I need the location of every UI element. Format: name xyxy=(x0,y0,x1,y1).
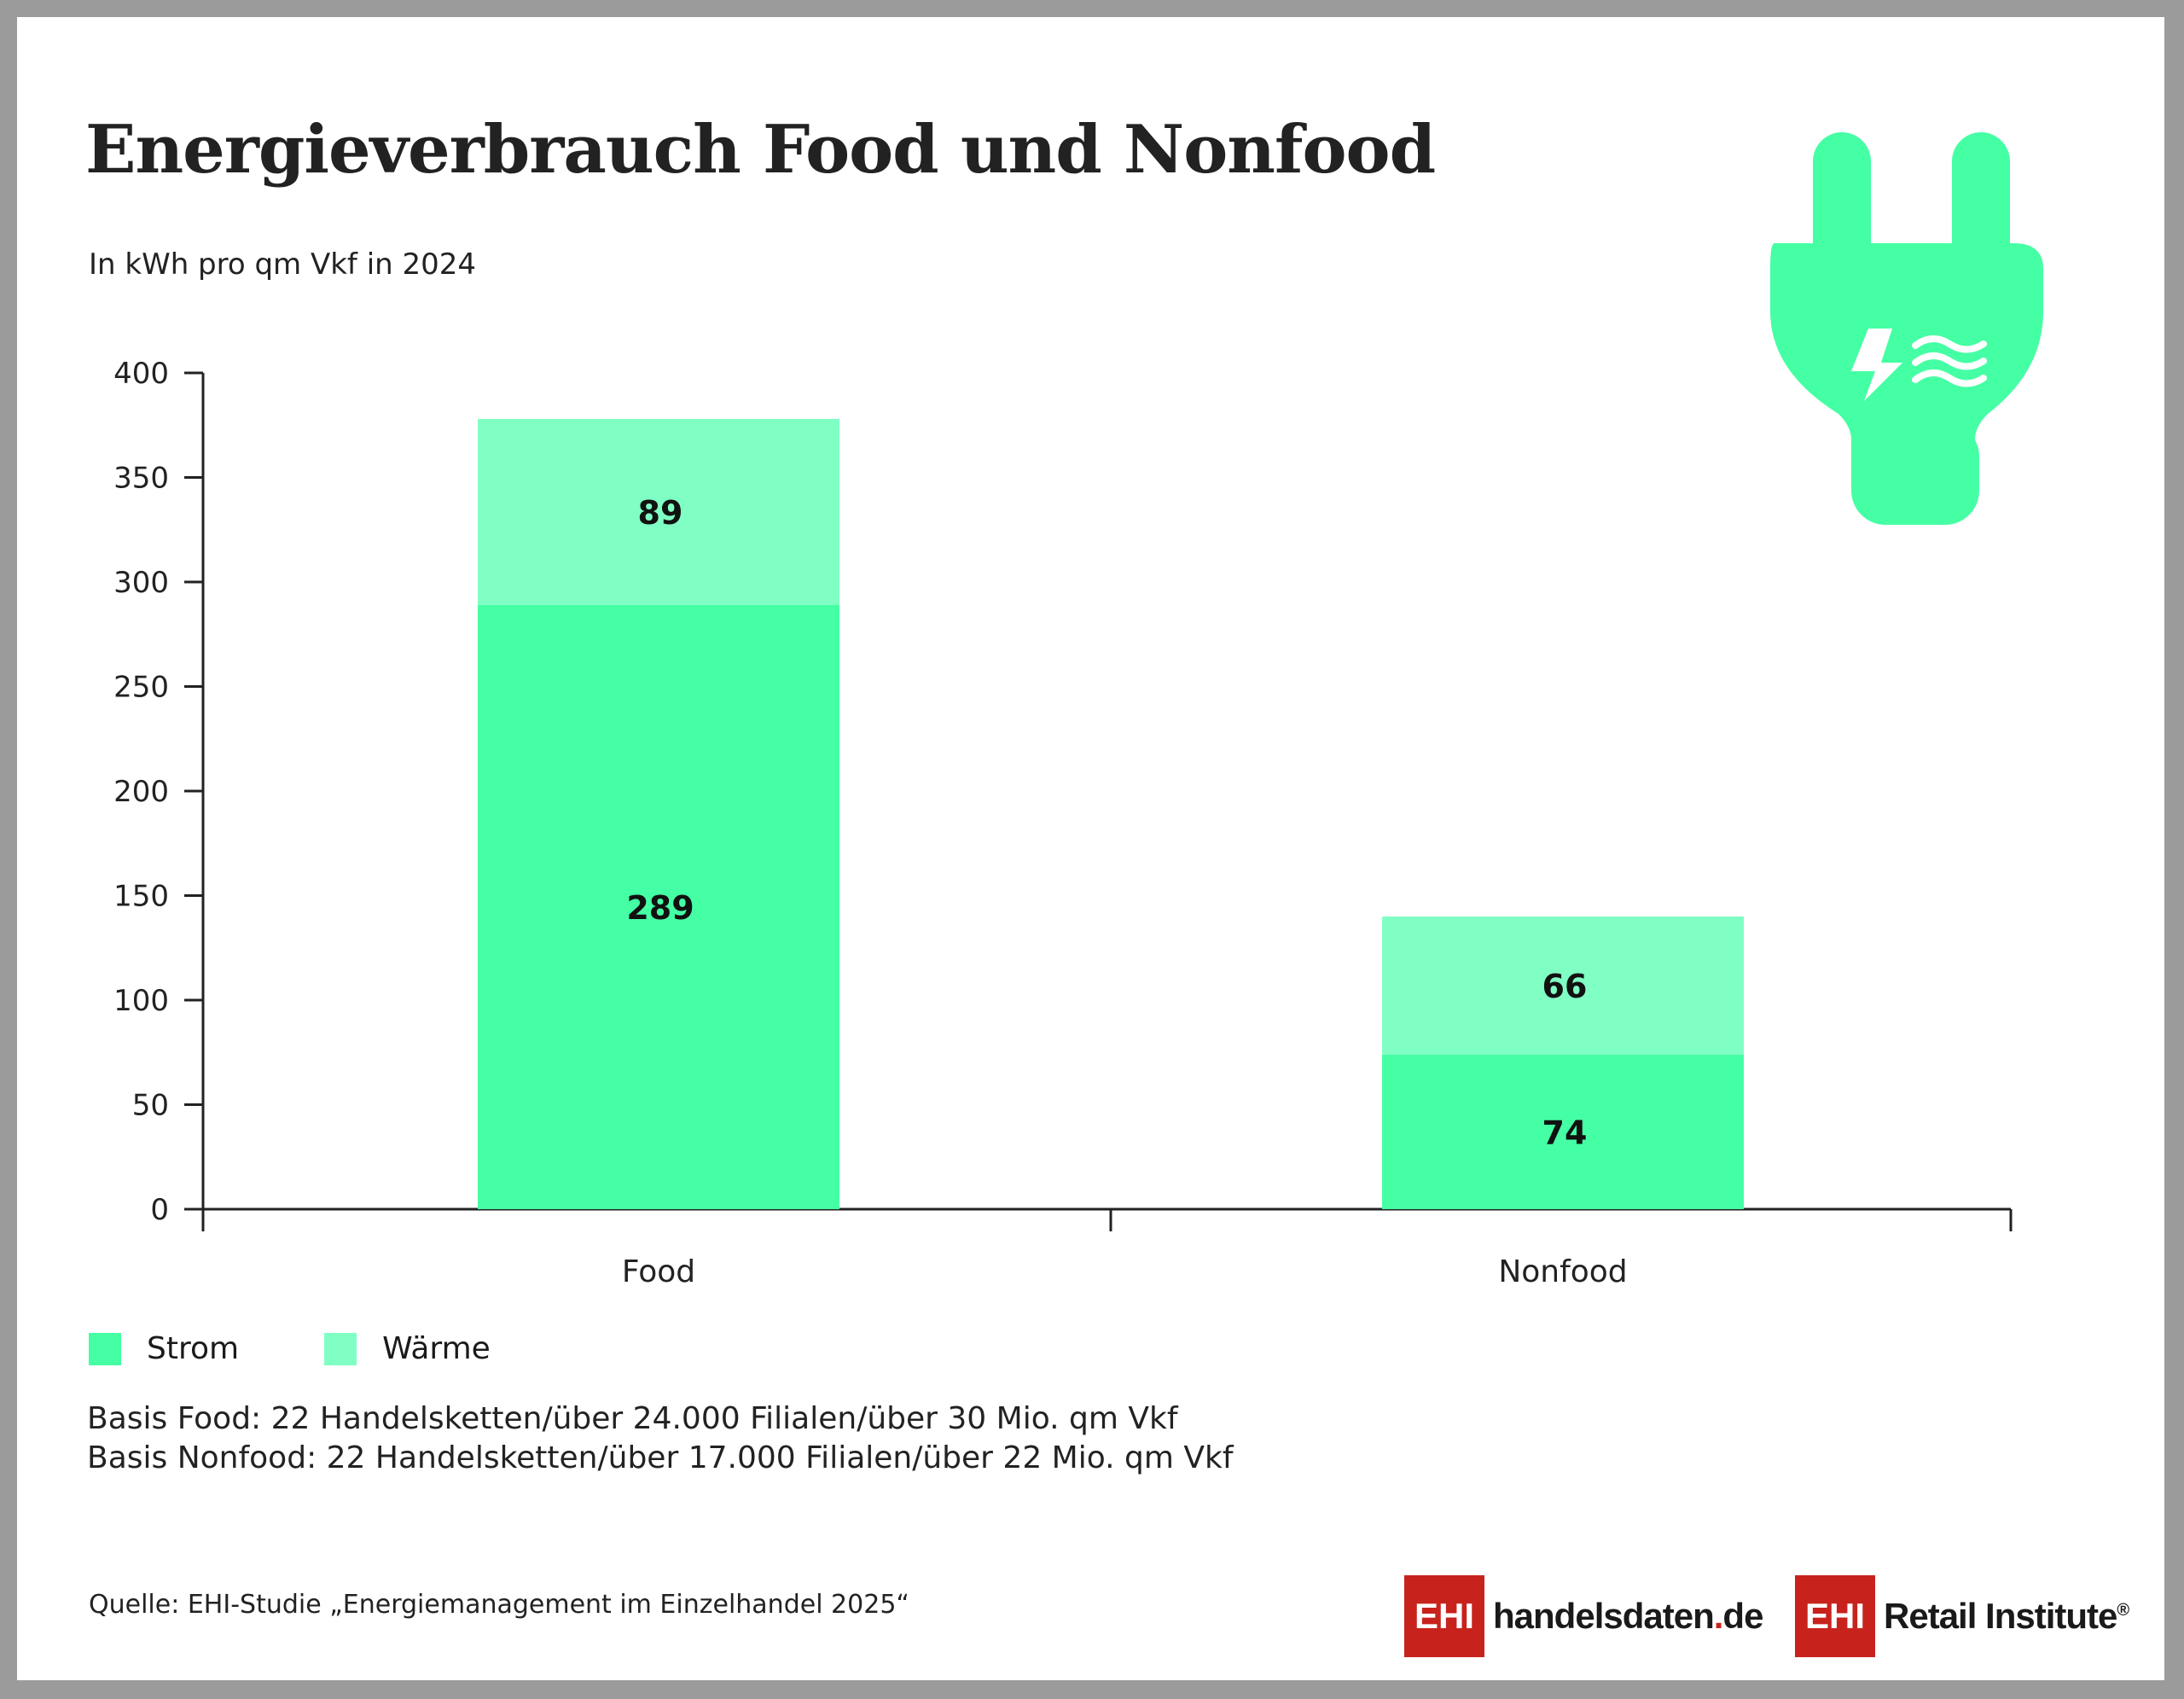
stacked-bar-chart: 0 50 100 150 200 250 300 350 400 289 89 Food 74 66 Non… xyxy=(113,357,2013,1289)
chart-subtitle: In kWh pro qm Vkf in 2024 xyxy=(89,247,477,282)
y-tick-label: 300 xyxy=(113,566,169,600)
handelsdaten-logo: EHI handelsdaten.de xyxy=(1404,1575,1763,1657)
ehi-logo-box: EHI xyxy=(1404,1575,1485,1657)
x-tick-label: Nonfood xyxy=(1498,1254,1627,1289)
legend: Strom Wärme xyxy=(89,1331,576,1366)
bar-nonfood-waerme xyxy=(1382,916,1744,1055)
handelsdaten-wordmark: handelsdaten.de xyxy=(1493,1596,1763,1636)
ehi-logo-box-2: EHI xyxy=(1795,1575,1876,1657)
x-tick-label: Food xyxy=(622,1254,695,1289)
retail-institute-logo: EHI Retail Institute® xyxy=(1795,1575,2129,1657)
y-tick-label: 200 xyxy=(113,775,169,809)
retail-institute-wordmark: Retail Institute® xyxy=(1884,1596,2129,1636)
y-tick-label: 100 xyxy=(113,984,169,1018)
source-note: Quelle: EHI-Studie „Energiemanagement im… xyxy=(89,1590,909,1620)
legend-swatch-waerme xyxy=(324,1332,357,1365)
data-label: 289 xyxy=(626,889,694,927)
y-tick-label: 0 xyxy=(150,1193,169,1227)
legend-label-waerme: Wärme xyxy=(382,1331,491,1366)
y-tick-label: 400 xyxy=(113,357,169,391)
basis-food: Basis Food: 22 Handelsketten/über 24.000… xyxy=(87,1401,1178,1436)
bar-food-strom xyxy=(478,604,839,1209)
bar-nonfood-strom xyxy=(1382,1054,1744,1209)
y-tick-label: 350 xyxy=(113,462,169,496)
y-tick-label: 150 xyxy=(113,880,169,914)
legend-swatch-strom xyxy=(89,1332,121,1365)
infographic-frame: Energieverbrauch Food und Nonfood In kWh… xyxy=(17,17,2164,1680)
legend-item-waerme: Wärme xyxy=(324,1331,491,1366)
bar-food-waerme xyxy=(478,418,839,605)
basis-nonfood: Basis Nonfood: 22 Handelsketten/über 17.… xyxy=(87,1440,1234,1475)
y-tick-label: 250 xyxy=(113,671,169,705)
y-tick-label: 50 xyxy=(132,1089,169,1123)
data-label: 74 xyxy=(1542,1114,1588,1151)
plug-icon xyxy=(1770,132,2043,525)
legend-item-strom: Strom xyxy=(89,1331,239,1366)
chart-title: Energieverbrauch Food und Nonfood xyxy=(85,111,1436,189)
data-label: 89 xyxy=(638,494,683,532)
data-label: 66 xyxy=(1542,968,1588,1005)
basis-notes: Basis Food: 22 Handelsketten/über 24.000… xyxy=(87,1399,1234,1478)
legend-label-strom: Strom xyxy=(147,1331,240,1366)
